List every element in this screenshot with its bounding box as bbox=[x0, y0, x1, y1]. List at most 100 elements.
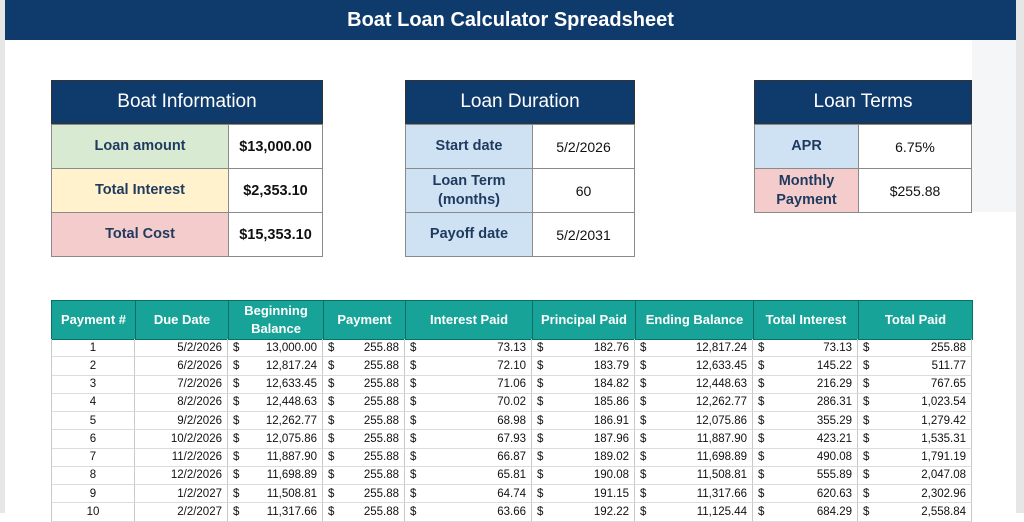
currency-symbol: $ bbox=[410, 378, 417, 391]
cell-value: 5/2/2026 bbox=[177, 341, 222, 354]
currency-symbol: $ bbox=[233, 487, 240, 500]
cell-value: 7 bbox=[89, 451, 97, 464]
cell-value: 12,633.45 bbox=[265, 378, 317, 391]
cell-value: 65.81 bbox=[497, 469, 526, 482]
currency-symbol: $ bbox=[640, 378, 647, 391]
table-cell: $1,791.19 bbox=[858, 448, 972, 467]
currency-symbol: $ bbox=[410, 414, 417, 427]
panel-value: $2,353.10 bbox=[228, 168, 323, 213]
table-cell: $767.65 bbox=[858, 375, 972, 394]
currency-symbol: $ bbox=[537, 469, 544, 482]
currency-symbol: $ bbox=[410, 359, 417, 372]
cell-value: 1,791.19 bbox=[921, 451, 966, 464]
column-header: Payment bbox=[323, 300, 406, 340]
cell-value: 12,262.77 bbox=[265, 414, 317, 427]
table-cell: 6/2/2026 bbox=[135, 357, 228, 376]
currency-symbol: $ bbox=[233, 378, 240, 391]
panel-value: $255.88 bbox=[858, 168, 972, 213]
currency-symbol: $ bbox=[863, 487, 870, 500]
panel-label: Monthly Payment bbox=[754, 168, 859, 213]
currency-symbol: $ bbox=[758, 396, 765, 409]
table-cell: $72.10 bbox=[405, 357, 532, 376]
table-cell: 10 bbox=[51, 503, 135, 522]
table-cell: 5/2/2026 bbox=[135, 339, 228, 358]
table-cell: $186.91 bbox=[532, 412, 635, 431]
table-cell: $11,887.90 bbox=[635, 430, 753, 449]
cell-value: 423.21 bbox=[816, 432, 852, 445]
table-cell: $183.79 bbox=[532, 357, 635, 376]
currency-symbol: $ bbox=[640, 414, 647, 427]
table-cell: $255.88 bbox=[323, 503, 405, 522]
cell-value: 189.02 bbox=[593, 451, 629, 464]
table-cell: $1,535.31 bbox=[858, 430, 972, 449]
panel-label: Start date bbox=[405, 124, 533, 169]
table-cell: 8 bbox=[51, 466, 135, 485]
currency-symbol: $ bbox=[537, 341, 544, 354]
cell-value: 73.13 bbox=[497, 341, 526, 354]
table-cell: $184.82 bbox=[532, 375, 635, 394]
table-cell: 3 bbox=[51, 375, 135, 394]
currency-symbol: $ bbox=[863, 359, 870, 372]
currency-symbol: $ bbox=[233, 432, 240, 445]
cell-value: 6 bbox=[89, 432, 97, 445]
currency-symbol: $ bbox=[537, 396, 544, 409]
cell-value: 2,558.84 bbox=[921, 505, 966, 518]
currency-symbol: $ bbox=[328, 487, 335, 500]
table-cell: $255.88 bbox=[323, 393, 405, 412]
table-cell: $187.96 bbox=[532, 430, 635, 449]
cell-value: 2,302.96 bbox=[921, 487, 966, 500]
currency-symbol: $ bbox=[537, 378, 544, 391]
table-cell: $555.89 bbox=[753, 466, 858, 485]
cell-value: 12,075.86 bbox=[265, 432, 317, 445]
table-cell: $65.81 bbox=[405, 466, 532, 485]
cell-value: 182.76 bbox=[593, 341, 629, 354]
currency-symbol: $ bbox=[537, 359, 544, 372]
currency-symbol: $ bbox=[640, 487, 647, 500]
column-header: Payment # bbox=[51, 300, 136, 340]
cell-value: 12,448.63 bbox=[695, 378, 747, 391]
table-cell: $64.74 bbox=[405, 485, 532, 504]
cell-value: 190.08 bbox=[593, 469, 629, 482]
table-cell: $11,698.89 bbox=[635, 448, 753, 467]
cell-value: 767.65 bbox=[930, 378, 966, 391]
currency-symbol: $ bbox=[328, 451, 335, 464]
table-cell: $145.22 bbox=[753, 357, 858, 376]
currency-symbol: $ bbox=[410, 505, 417, 518]
table-cell: $255.88 bbox=[323, 339, 405, 358]
currency-symbol: $ bbox=[863, 451, 870, 464]
panel-value: 6.75% bbox=[858, 124, 972, 169]
table-cell: $511.77 bbox=[858, 357, 972, 376]
currency-symbol: $ bbox=[537, 487, 544, 500]
cell-value: 64.74 bbox=[497, 487, 526, 500]
cell-value: 12,817.24 bbox=[265, 359, 317, 372]
table-cell: $2,302.96 bbox=[858, 485, 972, 504]
table-cell: $255.88 bbox=[323, 430, 405, 449]
cell-value: 8/2/2026 bbox=[177, 396, 222, 409]
table-cell: 1 bbox=[51, 339, 135, 358]
cell-value: 11,508.81 bbox=[696, 469, 747, 482]
table-cell: $684.29 bbox=[753, 503, 858, 522]
table-cell: $185.86 bbox=[532, 393, 635, 412]
table-cell: 2/2/2027 bbox=[135, 503, 228, 522]
currency-symbol: $ bbox=[863, 414, 870, 427]
currency-symbol: $ bbox=[410, 487, 417, 500]
currency-symbol: $ bbox=[328, 432, 335, 445]
cell-value: 255.88 bbox=[363, 451, 399, 464]
cell-value: 5 bbox=[89, 414, 97, 427]
currency-symbol: $ bbox=[758, 451, 765, 464]
side-shade bbox=[972, 40, 1016, 212]
table-cell: $12,448.63 bbox=[228, 393, 323, 412]
table-cell: $73.13 bbox=[405, 339, 532, 358]
table-cell: $2,047.08 bbox=[858, 466, 972, 485]
table-cell: $11,508.81 bbox=[635, 466, 753, 485]
panel-title: Loan Duration bbox=[405, 80, 635, 124]
cell-value: 11,887.90 bbox=[266, 451, 317, 464]
cell-value: 12,262.77 bbox=[695, 396, 747, 409]
table-cell: $2,558.84 bbox=[858, 503, 972, 522]
table-cell: $255.88 bbox=[323, 466, 405, 485]
cell-value: 2,047.08 bbox=[921, 469, 966, 482]
table-cell: $490.08 bbox=[753, 448, 858, 467]
cell-value: 71.06 bbox=[497, 378, 526, 391]
cell-value: 11,698.89 bbox=[696, 451, 747, 464]
